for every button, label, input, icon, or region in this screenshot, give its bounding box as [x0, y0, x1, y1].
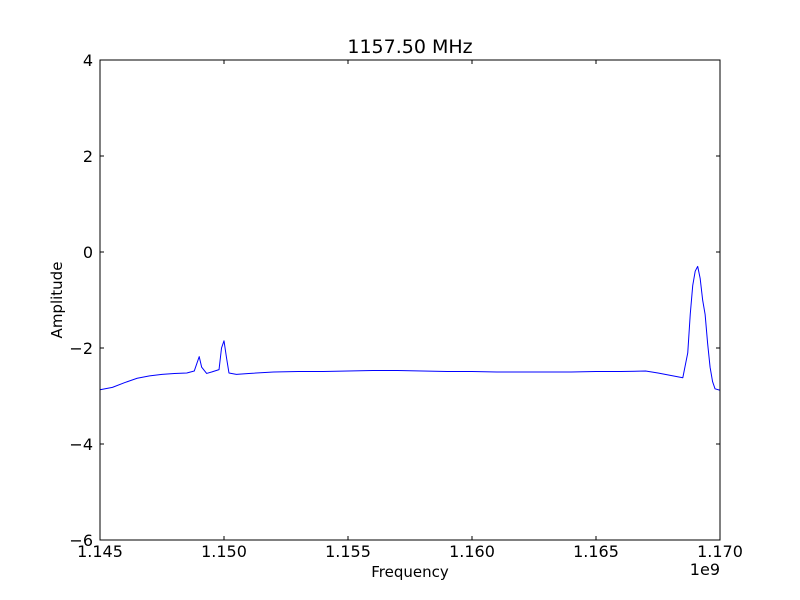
plot-area — [100, 60, 720, 540]
x-tick-label: 1.165 — [573, 542, 619, 561]
x-axis-label: Frequency — [371, 563, 449, 581]
x-tick-label: 1.170 — [697, 542, 743, 561]
plot-frame — [99, 59, 721, 541]
y-tick-label: 0 — [83, 243, 93, 262]
y-tick-label: 4 — [83, 51, 93, 70]
x-tick-label: 1.150 — [201, 542, 247, 561]
x-tick-label: 1.155 — [325, 542, 371, 561]
y-tick-label: 2 — [83, 147, 93, 166]
y-axis-label: Amplitude — [48, 262, 66, 339]
x-axis-offset-label: 1e9 — [690, 560, 720, 579]
y-tick-label: −6 — [69, 531, 93, 550]
y-axis-ticks: −6 −4 −2 0 2 4 — [69, 51, 720, 550]
x-tick-label: 1.160 — [449, 542, 495, 561]
x-axis-ticks: 1.145 1.150 1.155 1.160 1.165 1.170 — [77, 60, 743, 561]
y-tick-label: −4 — [69, 435, 93, 454]
series-line — [99, 265, 721, 391]
chart-title: 1157.50 MHz — [347, 36, 472, 58]
x-tick-label: 1.145 — [77, 542, 123, 561]
y-tick-label: −2 — [69, 339, 93, 358]
